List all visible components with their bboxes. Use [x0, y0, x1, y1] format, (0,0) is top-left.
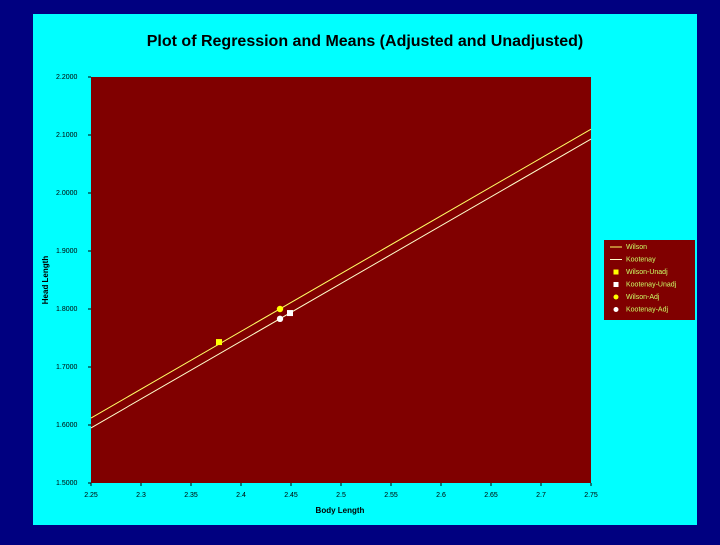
y-tick-label: 2.2000	[56, 74, 78, 81]
legend-symbol	[613, 269, 619, 275]
y-tick-label: 1.5000	[56, 480, 78, 487]
x-tick-label: 2.45	[284, 492, 298, 499]
plot-area	[91, 77, 591, 483]
legend-label: Wilson-Unadj	[626, 269, 668, 276]
y-tick-label: 2.1000	[56, 132, 78, 139]
x-tick-label: 2.4	[236, 492, 246, 499]
x-tick-label: 2.3	[136, 492, 146, 499]
mean-point	[216, 339, 222, 346]
x-tick-label: 2.75	[584, 492, 598, 499]
legend-label: Kootenay	[626, 256, 656, 263]
legend-symbol	[613, 282, 619, 287]
y-tick-label: 1.8000	[56, 306, 78, 313]
legend-box	[604, 240, 695, 320]
x-tick-label: 2.7	[536, 492, 546, 499]
x-tick-label: 2.65	[484, 492, 498, 499]
legend-symbol	[613, 307, 619, 312]
regression-line	[90, 128, 592, 419]
x-tick-label: 2.5	[336, 492, 346, 499]
x-tick-label: 2.6	[436, 492, 446, 499]
x-tick-label: 2.55	[384, 492, 398, 499]
mean-point	[276, 305, 284, 313]
regression-line	[90, 138, 592, 429]
y-tick-label: 1.7000	[56, 364, 78, 371]
y-tick-label: 1.9000	[56, 248, 78, 255]
legend-label: Kootenay-Unadj	[626, 281, 677, 288]
legend-label: Kootenay-Adj	[626, 306, 668, 313]
x-axis-label: Body Length	[316, 506, 365, 515]
y-tick-label: 1.6000	[56, 422, 78, 429]
y-tick-label: 2.0000	[56, 190, 78, 197]
x-tick-label: 2.25	[84, 492, 98, 499]
mean-point	[276, 315, 284, 323]
legend-label: Wilson-Adj	[626, 294, 660, 301]
y-axis-label: Head Length	[41, 256, 50, 305]
legend-label: Wilson	[626, 244, 647, 251]
x-tick-label: 2.35	[184, 492, 198, 499]
chart-title: Plot of Regression and Means (Adjusted a…	[147, 33, 583, 50]
legend-symbol	[613, 294, 619, 300]
mean-point	[287, 310, 293, 317]
